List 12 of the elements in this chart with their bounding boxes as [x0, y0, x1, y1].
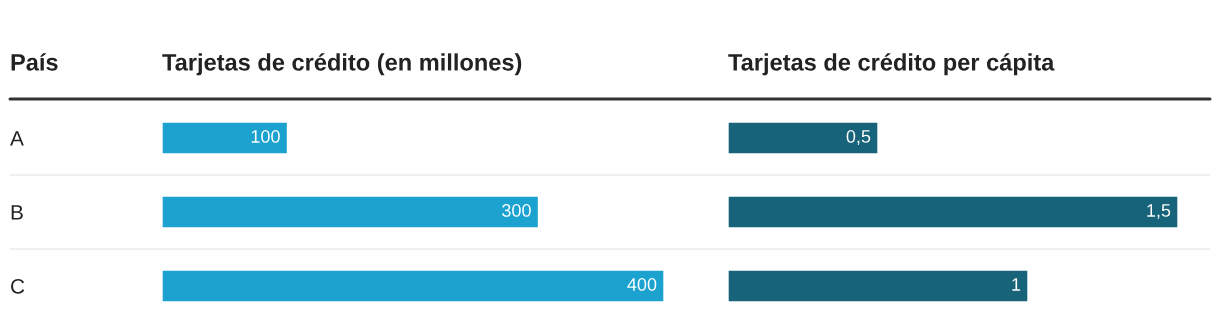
y-axis-title: País — [11, 53, 58, 71]
data-label: 1 — [1012, 278, 1021, 291]
chart-title: Tarjetas de crédito per cápita — [728, 53, 1055, 76]
data-label: 300 — [502, 204, 531, 217]
data-label: 400 — [627, 278, 657, 291]
y-tick-label: A — [10, 131, 24, 146]
data-label: 100 — [251, 130, 280, 143]
y-tick-label: C — [11, 279, 25, 294]
data-label: 0,5 — [846, 130, 871, 145]
chart-title: Tarjetas de crédito (en millones) — [162, 53, 522, 76]
data-label: 1,5 — [1147, 204, 1171, 219]
y-tick-label: B — [11, 205, 23, 220]
